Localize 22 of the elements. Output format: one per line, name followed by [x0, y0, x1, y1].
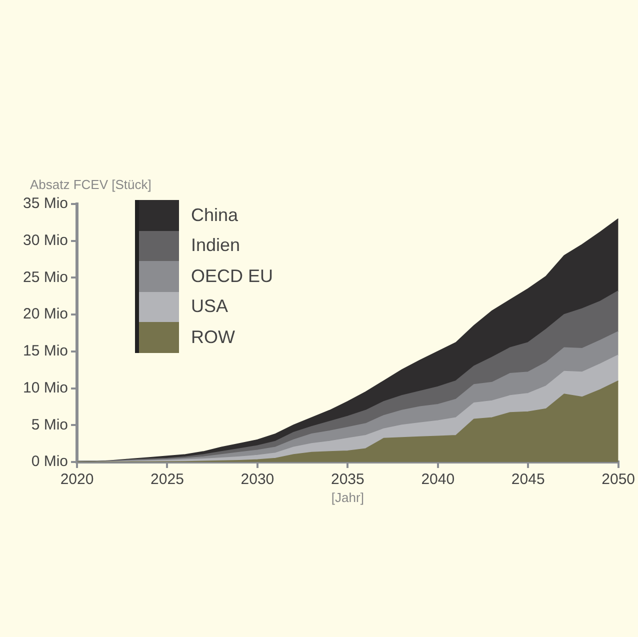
x-tick-label: 2035 — [330, 471, 364, 488]
legend-label: Indien — [191, 235, 240, 256]
x-axis-title: [Jahr] — [331, 490, 364, 506]
y-tick-label: 35 Mio — [22, 195, 68, 212]
x-tick-label: 2050 — [602, 471, 636, 488]
y-tick-label: 30 Mio — [22, 232, 68, 249]
legend-label: ROW — [191, 326, 235, 348]
legend-label: OECD EU — [191, 266, 274, 287]
y-tick-label: 10 Mio — [22, 379, 68, 396]
y-axis-title: Absatz FCEV [Stück] — [30, 177, 152, 192]
x-tick-label: 2040 — [421, 471, 455, 488]
y-tick-label: 20 Mio — [22, 306, 68, 323]
legend-label: USA — [191, 296, 228, 318]
y-tick-label: 0 Mio — [31, 453, 68, 470]
y-tick-label: 5 Mio — [31, 416, 68, 434]
x-tick-label: 2025 — [150, 471, 184, 488]
legend-label: China — [191, 204, 238, 226]
x-tick-label: 2030 — [240, 471, 274, 488]
y-tick-label: 25 Mio — [22, 268, 68, 286]
x-tick-label: 2020 — [60, 471, 94, 488]
x-tick-label: 2045 — [511, 471, 545, 488]
y-tick-label: 15 Mio — [22, 342, 68, 360]
